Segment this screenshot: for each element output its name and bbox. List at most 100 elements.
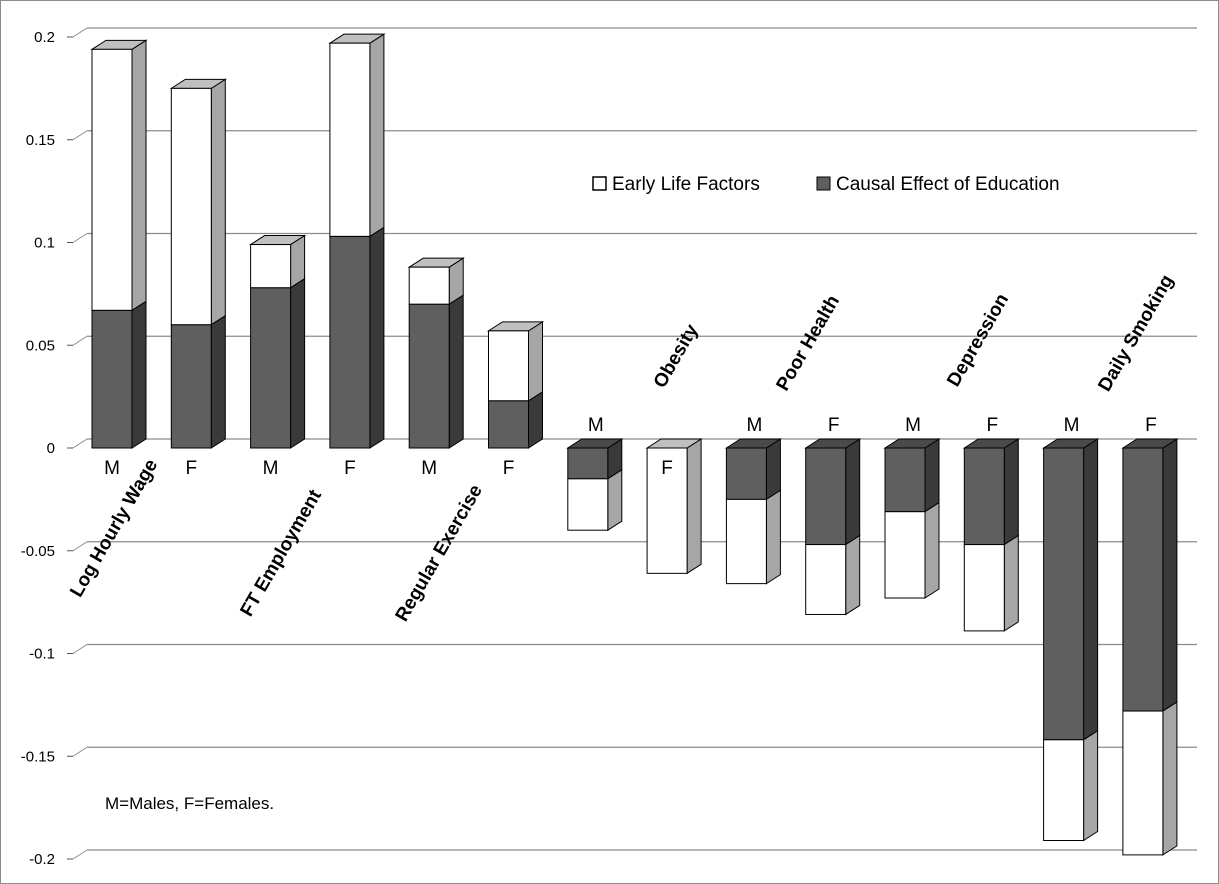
bar-9	[724, 438, 783, 585]
bar-segment-education-front	[488, 400, 529, 449]
bar-segment-education-side	[210, 314, 226, 449]
bar-segment-education-front	[1122, 447, 1164, 712]
bar-sex-label: F	[503, 458, 515, 479]
y-tick-label: 0.15	[26, 132, 55, 149]
bar-segment-early-life-front	[884, 511, 926, 599]
gridline-depth	[72, 746, 88, 757]
bar-segment-early-life	[328, 33, 386, 238]
bar-sex-label: M	[263, 458, 279, 479]
group-label: FT Employment	[237, 486, 327, 620]
bar-segment-early-life	[248, 234, 307, 289]
bar-8	[645, 438, 703, 575]
bar-segment-early-life	[805, 534, 861, 616]
y-tick-label: -0.1	[29, 646, 55, 663]
gridline-depth	[72, 233, 88, 243]
legend-label-early-life: Early Life Factors	[612, 174, 760, 195]
bar-segment-education-side	[1162, 438, 1178, 712]
bar-segment-early-life	[567, 468, 623, 532]
bar-12	[962, 438, 1021, 632]
bar-segment-education-front	[329, 235, 371, 449]
bar-2	[169, 78, 228, 449]
bar-sex-label: F	[185, 458, 197, 479]
bar-segment-education	[883, 438, 941, 513]
bar-14	[1121, 438, 1179, 856]
group-label: Regular Exercise	[392, 481, 487, 625]
legend: Early Life Factors Causal Effect of Educ…	[592, 174, 1060, 195]
bar-segment-education-front	[91, 309, 133, 449]
bar-10	[803, 438, 862, 616]
bar-segment-early-life-side	[924, 501, 940, 599]
bar-segment-early-life-front	[329, 42, 371, 237]
bar-segment-early-life-side	[765, 489, 781, 585]
bar-segment-early-life	[1043, 729, 1099, 842]
bar-sex-label: M	[104, 458, 120, 479]
bar-segment-early-life	[645, 438, 703, 575]
bar-segment-early-life	[486, 320, 545, 402]
bar-segment-education	[724, 438, 783, 501]
bar-segment-early-life	[963, 534, 1019, 632]
bar-11	[883, 438, 941, 599]
bar-segment-education	[250, 277, 306, 449]
bar-sex-label: M	[905, 415, 921, 436]
bar-segment-education-side	[448, 294, 464, 449]
bar-sex-label: M	[1064, 415, 1080, 436]
bar-5	[407, 257, 465, 449]
bar-segment-education	[329, 226, 385, 449]
bar-segment-education-front	[170, 324, 212, 449]
bar-segment-early-life-side	[845, 534, 861, 616]
bar-segment-education-side	[1003, 438, 1019, 546]
bar-segment-early-life-side	[210, 78, 226, 326]
bar-segment-early-life-front	[488, 330, 529, 402]
bar-segment-education	[1121, 438, 1179, 712]
y-tick-label: -0.05	[21, 543, 55, 560]
bar-segment-early-life-side	[131, 39, 147, 312]
bar-sex-label: M	[588, 415, 604, 436]
bar-sex-label: F	[1145, 415, 1157, 436]
bar-segment-early-life-front	[170, 87, 212, 326]
group-label: Daily Smoking	[1094, 271, 1178, 395]
bar-4	[328, 33, 386, 449]
gridline-depth	[72, 335, 88, 346]
bar-segment-early-life-front	[1122, 710, 1164, 856]
bar-segment-early-life	[169, 78, 228, 326]
bar-segment-education	[1041, 438, 1100, 741]
bar-sex-label: F	[828, 415, 840, 436]
gridline-depth	[72, 541, 88, 552]
footnote-annotation: M=Males, F=Females.	[105, 794, 274, 813]
bar-segment-education-side	[369, 226, 385, 449]
legend-swatch-early-life	[592, 176, 607, 191]
bar-segment-early-life-side	[528, 320, 543, 402]
bar-segment-early-life	[90, 39, 148, 312]
bar-segment-early-life	[407, 257, 465, 306]
bar-segment-education-front	[725, 447, 767, 500]
bar-segment-education-side	[528, 390, 543, 449]
group-label: Poor Health	[772, 292, 843, 395]
bar-segment-education-side	[924, 438, 940, 513]
bar-segment-education-front	[567, 447, 609, 480]
group-label: Obesity	[650, 320, 703, 391]
bar-segment-early-life-side	[1162, 701, 1178, 856]
bar-segment-early-life-front	[408, 266, 450, 305]
bar-segment-education-front	[963, 447, 1005, 546]
gridline-depth	[72, 438, 88, 449]
bar-sex-label: M	[746, 415, 762, 436]
bar-sex-label: F	[661, 458, 673, 479]
bar-7	[566, 438, 624, 532]
y-tick-label: 0.1	[34, 235, 55, 252]
bar-sex-label: M	[421, 458, 437, 479]
bar-segment-early-life	[884, 501, 940, 599]
bar-segment-early-life-side	[607, 468, 623, 532]
bar-segment-early-life-front	[567, 478, 609, 531]
bar-segment-education-side	[290, 277, 306, 449]
bar-segment-early-life-front	[963, 544, 1005, 632]
gridline-depth	[72, 849, 88, 860]
y-tick-label: 0	[47, 440, 55, 457]
bar-6	[486, 320, 545, 449]
bar-segment-education	[566, 438, 624, 480]
bar-segment-education-front	[884, 447, 926, 513]
bar-sex-label: F	[986, 415, 998, 436]
legend-label-education: Causal Effect of Education	[836, 174, 1060, 195]
bar-1	[90, 39, 148, 449]
group-label: Depression	[943, 290, 1013, 390]
